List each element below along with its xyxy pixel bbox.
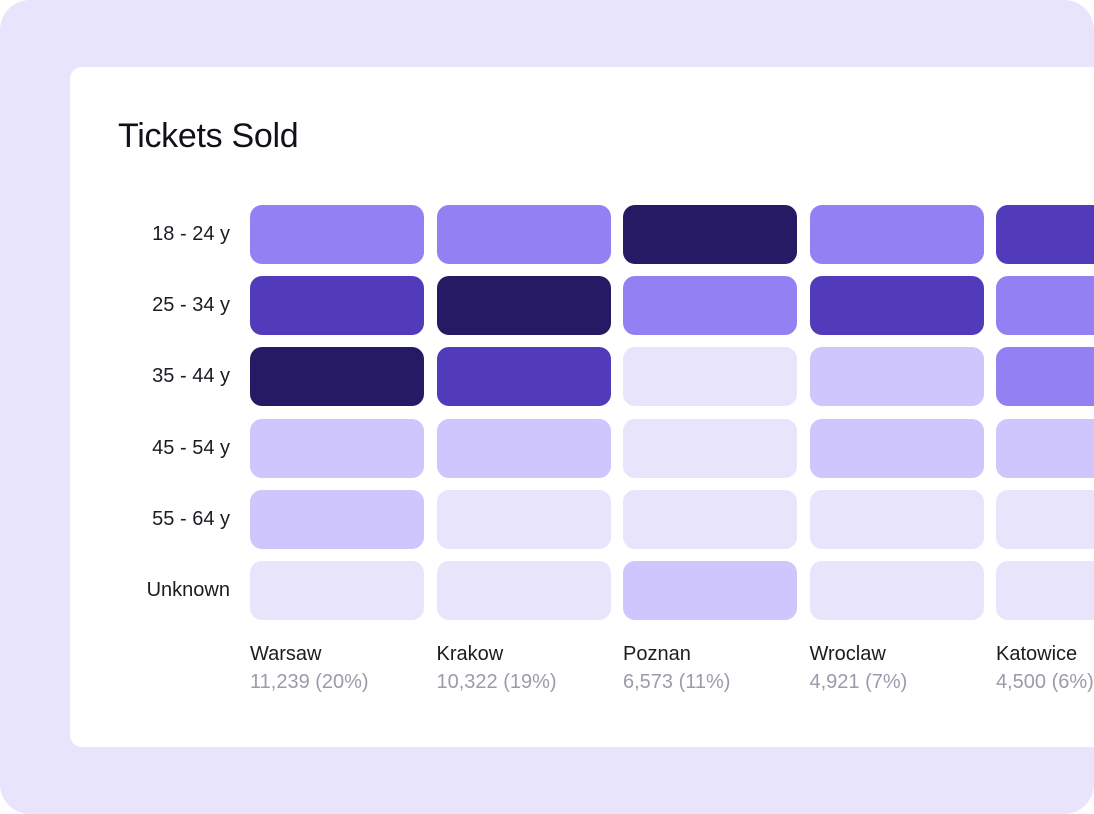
heatmap-cell [250, 347, 424, 407]
heatmap-cell [623, 347, 797, 407]
heatmap-cell [250, 205, 424, 264]
heatmap-cell [623, 561, 797, 620]
column-label: Katowice [996, 643, 1078, 666]
row-label: 25 - 34 y [152, 294, 230, 317]
row-label: 55 - 64 y [152, 507, 230, 530]
column-total: 4,500 (6%) [996, 671, 1094, 694]
heatmap-cell [996, 347, 1094, 407]
heatmap-cell [623, 489, 797, 549]
row-label: 18 - 24 y [152, 223, 230, 245]
heatmap-cell [250, 561, 424, 620]
heatmap-cell [250, 418, 424, 478]
heatmap-cell [809, 561, 984, 620]
heatmap-cell [623, 276, 797, 336]
heatmap-cell [250, 276, 424, 336]
heatmap-cell [436, 418, 611, 478]
heatmap-cell [436, 561, 611, 620]
column-label: Krakow [436, 643, 504, 666]
column-label: Wroclaw [809, 643, 886, 666]
heatmap-cell [436, 205, 611, 264]
heatmap-cell [623, 205, 797, 264]
row-label: Unknown [146, 579, 230, 601]
column-total: 10,322 (19%) [436, 671, 557, 694]
heatmap-cell [436, 489, 611, 549]
heatmap-cell [809, 347, 984, 407]
column-total: 4,921 (7%) [809, 671, 908, 694]
heatmap-cell [996, 205, 1094, 264]
tickets-heatmap: 18 - 24 y 25 - 34 y 35 - 44 y 45 - 54 y 55 -… [70, 67, 1094, 747]
heatmap-cell [996, 276, 1094, 336]
column-label: Warsaw [250, 643, 322, 666]
row-label: 35 - 44 y [152, 365, 230, 388]
column-label: Poznan [623, 643, 691, 666]
row-label: 45 - 54 y [152, 436, 230, 459]
heatmap-cell [809, 489, 984, 549]
heatmap-cell [809, 276, 984, 336]
heatmap-cell [436, 276, 611, 336]
heatmap-cell [250, 489, 424, 549]
heatmap-cell [996, 561, 1094, 620]
heatmap-cell [996, 489, 1094, 549]
heatmap-cell [809, 205, 984, 264]
column-total: 11,239 (20%) [250, 671, 369, 694]
heatmap-cell [623, 418, 797, 478]
chart-title: Tickets Sold [118, 117, 299, 155]
heatmap-cell [809, 418, 984, 478]
column-total: 6,573 (11%) [623, 671, 731, 694]
heatmap-cell [996, 418, 1094, 478]
tickets-card: Tickets Sold 18 - 24 y 25 - 34 y 35 - 44 y… [70, 67, 1094, 747]
heatmap-cell [436, 347, 611, 407]
